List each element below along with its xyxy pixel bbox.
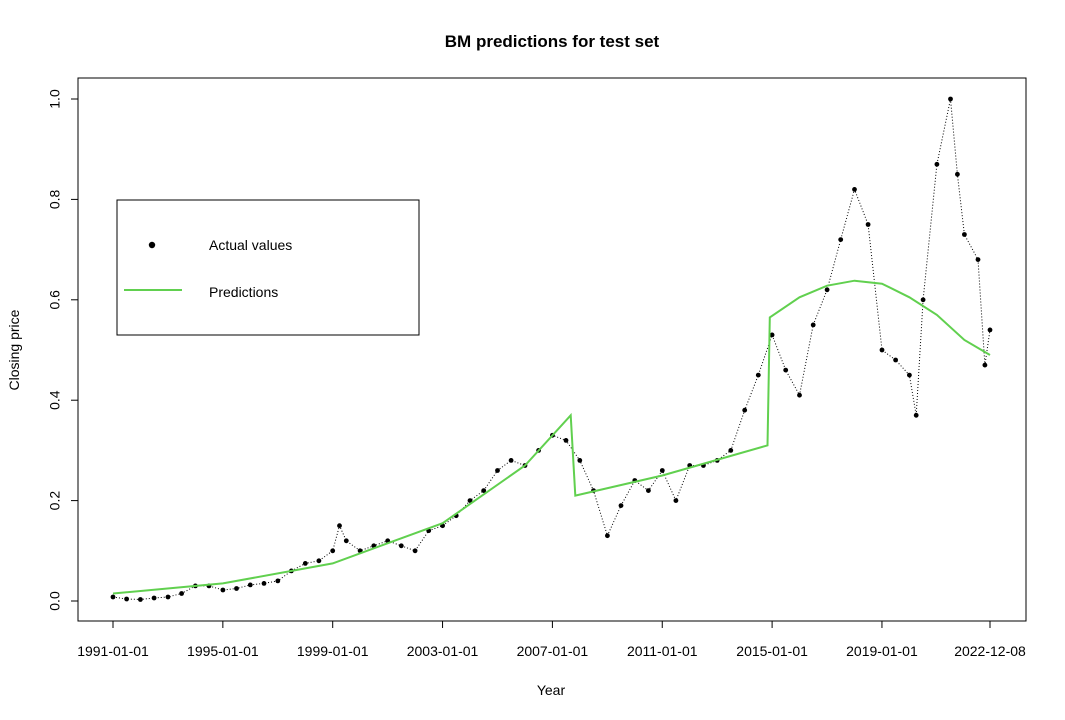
actual-value-point bbox=[838, 237, 844, 243]
actual-value-point bbox=[138, 597, 143, 602]
x-tick-label: 1991-01-01 bbox=[77, 643, 149, 659]
actual-values-dotted-line bbox=[112, 98, 991, 601]
actual-value-point bbox=[124, 596, 129, 602]
x-tick-label: 2011-01-01 bbox=[627, 643, 698, 659]
actual-value-point bbox=[769, 332, 775, 338]
actual-value-point bbox=[948, 96, 953, 102]
y-tick-label: 1.0 bbox=[47, 89, 63, 109]
y-axis: 0.0 0.2 0.4 0.6 0.8 1.0 bbox=[47, 89, 79, 611]
actual-value-point bbox=[343, 538, 349, 544]
legend-marker-actual bbox=[148, 241, 156, 249]
actual-value-point bbox=[879, 347, 885, 353]
actual-value-point bbox=[467, 498, 473, 503]
actual-value-point bbox=[220, 587, 226, 593]
x-axis: 1991-01-01 1995-01-01 1999-01-01 2003-01-01… bbox=[77, 620, 1026, 659]
actual-value-point bbox=[316, 558, 322, 564]
actual-value-point bbox=[673, 498, 679, 503]
actual-value-point bbox=[797, 392, 802, 398]
legend-box bbox=[116, 199, 420, 336]
actual-value-point bbox=[783, 367, 789, 373]
actual-value-point bbox=[412, 548, 418, 554]
actual-value-point bbox=[481, 488, 487, 493]
actual-value-point bbox=[982, 362, 988, 368]
actual-value-point bbox=[234, 586, 239, 591]
y-tick-label: 0.2 bbox=[47, 491, 63, 511]
actual-value-point bbox=[563, 438, 569, 443]
legend: Actual values Predictions bbox=[116, 199, 420, 336]
actual-value-point bbox=[755, 372, 761, 378]
actual-value-point bbox=[907, 372, 912, 378]
actual-value-point bbox=[987, 327, 993, 333]
actual-value-point bbox=[962, 232, 967, 237]
y-tick-label: 0.6 bbox=[47, 290, 63, 310]
x-axis-label: Year bbox=[537, 682, 566, 698]
actual-value-point bbox=[275, 578, 281, 584]
actual-value-point bbox=[247, 582, 253, 588]
y-tick-label: 0.0 bbox=[47, 591, 63, 611]
predictions-line bbox=[112, 279, 991, 595]
actual-value-point bbox=[330, 548, 336, 554]
x-tick-label: 2022-12-08 bbox=[954, 643, 1026, 659]
actual-value-point bbox=[810, 322, 816, 328]
actual-value-point bbox=[179, 591, 185, 596]
actual-value-point bbox=[618, 503, 624, 508]
x-tick-label: 1999-01-01 bbox=[297, 643, 369, 659]
y-tick-label: 0.8 bbox=[47, 189, 63, 209]
actual-value-point bbox=[302, 561, 308, 566]
x-tick-label: 1995-01-01 bbox=[187, 643, 259, 659]
actual-value-point bbox=[605, 533, 610, 539]
actual-value-point bbox=[913, 412, 919, 418]
actual-value-point bbox=[495, 468, 500, 473]
actual-value-point bbox=[728, 448, 734, 453]
x-tick-label: 2003-01-01 bbox=[407, 643, 479, 659]
actual-value-point bbox=[852, 187, 857, 192]
x-tick-label: 2019-01-01 bbox=[846, 643, 918, 659]
actual-value-point bbox=[920, 297, 926, 303]
actual-value-point bbox=[893, 357, 898, 363]
actual-value-point bbox=[508, 458, 514, 463]
actual-value-point bbox=[934, 161, 940, 167]
y-tick-label: 0.4 bbox=[47, 390, 63, 410]
actual-value-point bbox=[151, 595, 157, 601]
legend-label-actual: Actual values bbox=[209, 237, 292, 253]
actual-value-point bbox=[165, 594, 171, 600]
actual-value-point bbox=[824, 287, 830, 293]
actual-value-point bbox=[261, 581, 267, 586]
x-tick-label: 2015-01-01 bbox=[736, 643, 808, 659]
actual-value-point bbox=[398, 543, 404, 549]
actual-value-point bbox=[659, 468, 665, 473]
x-tick-label: 2007-01-01 bbox=[517, 643, 589, 659]
actual-value-point bbox=[646, 488, 651, 493]
actual-value-point bbox=[337, 523, 342, 529]
y-axis-label: Closing price bbox=[6, 309, 22, 390]
actual-value-point bbox=[955, 171, 960, 177]
actual-value-point bbox=[865, 222, 871, 227]
actual-value-point bbox=[975, 257, 981, 262]
actual-value-point bbox=[742, 407, 748, 413]
legend-label-predictions: Predictions bbox=[209, 284, 278, 300]
actual-value-point bbox=[110, 594, 116, 600]
chart-title: BM predictions for test set bbox=[445, 32, 660, 51]
actual-value-point bbox=[577, 458, 583, 463]
series-predictions bbox=[112, 279, 991, 595]
series-actual-values bbox=[110, 96, 993, 602]
